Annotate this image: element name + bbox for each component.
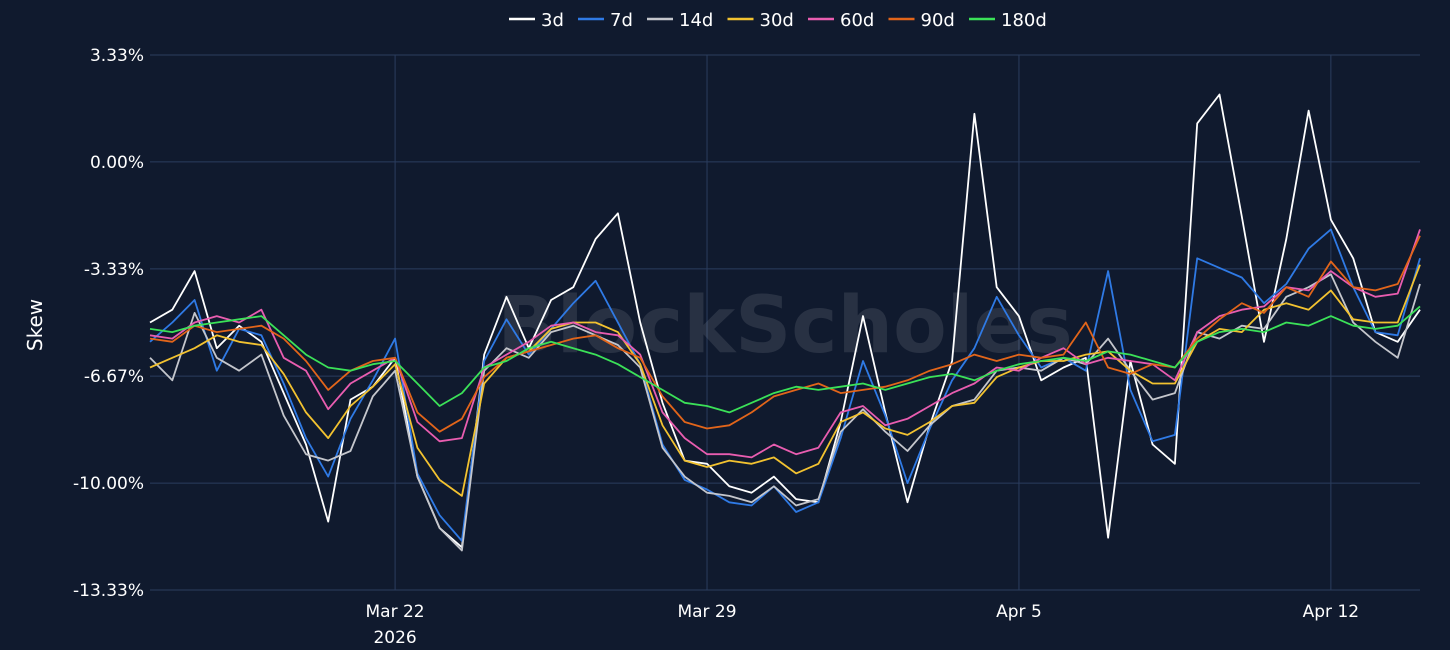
legend-label: 60d [840, 10, 874, 31]
series-line-90d [149, 235, 1421, 433]
x-tick-label: Mar 29 [677, 602, 736, 622]
legend-label: 3d [541, 10, 564, 31]
y-axis-ticks: 3.33% 0.00% -3.33% -6.67% -10.00% -13.33% [73, 46, 144, 601]
y-tick-label: -13.33% [73, 581, 144, 601]
y-axis-title: Skew [23, 299, 47, 351]
series-line-60d [149, 229, 1421, 459]
x-tick-label: Mar 22 [366, 602, 425, 622]
legend-item-60d[interactable]: 60d [808, 10, 874, 31]
legend-item-7d[interactable]: 7d [578, 10, 633, 31]
y-tick-label: -6.67% [84, 367, 144, 387]
x-tick-year-label: 2026 [373, 628, 416, 648]
legend-label: 7d [610, 10, 633, 31]
legend[interactable]: 3d 7d 14d 30d 60d 90d 180d [509, 10, 1047, 31]
legend-label: 90d [921, 10, 955, 31]
x-tick-label: Apr 12 [1303, 602, 1359, 622]
series-lines [149, 93, 1421, 552]
legend-item-90d[interactable]: 90d [888, 10, 955, 31]
legend-label: 30d [760, 10, 794, 31]
series-line-3d [149, 93, 1421, 549]
x-axis-ticks: Mar 22 2026 Mar 29 Apr 5 Apr 12 [366, 602, 1360, 648]
series-line-30d [149, 264, 1421, 497]
legend-item-30d[interactable]: 30d [727, 10, 794, 31]
series-line-180d [149, 305, 1421, 414]
series-line-7d [149, 228, 1421, 542]
x-tick-label: Apr 5 [996, 602, 1042, 622]
legend-item-14d[interactable]: 14d [647, 10, 713, 31]
legend-label: 14d [679, 10, 713, 31]
y-tick-label: 3.33% [90, 46, 144, 66]
legend-item-3d[interactable]: 3d [509, 10, 564, 31]
legend-item-180d[interactable]: 180d [969, 10, 1047, 31]
y-tick-label: -3.33% [84, 260, 144, 280]
y-tick-label: -10.00% [73, 474, 144, 494]
y-tick-label: 0.00% [90, 153, 144, 173]
legend-label: 180d [1001, 10, 1047, 31]
